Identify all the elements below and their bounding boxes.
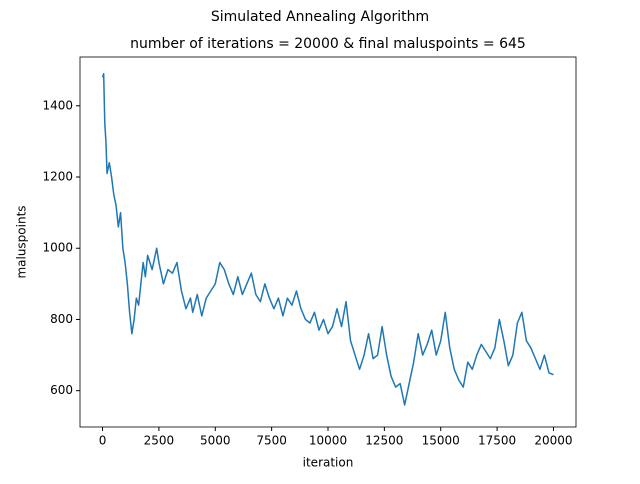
chart-subtitle: number of iterations = 20000 & final mal… (130, 36, 526, 52)
x-tick-label: 17500 (478, 434, 516, 448)
y-axis-label: maluspoints (15, 205, 29, 278)
x-axis-label: iteration (303, 456, 354, 470)
y-tick-label: 1000 (42, 241, 73, 255)
y-tick-label: 1200 (42, 170, 73, 184)
y-tick-label: 1400 (42, 98, 73, 112)
x-tick-label: 0 (99, 434, 107, 448)
data-line (101, 72, 554, 406)
chart-title: Simulated Annealing Algorithm (211, 9, 429, 25)
x-tick-label: 20000 (534, 434, 572, 448)
x-tick-label: 7500 (256, 434, 287, 448)
y-tick-label: 800 (50, 312, 73, 326)
x-tick-label: 15000 (422, 434, 460, 448)
x-tick-label: 5000 (200, 434, 231, 448)
y-tick-label: 600 (50, 383, 73, 397)
plot-frame (79, 56, 577, 428)
x-tick-label: 2500 (144, 434, 175, 448)
x-tick-label: 12500 (365, 434, 403, 448)
x-tick-label: 10000 (309, 434, 347, 448)
